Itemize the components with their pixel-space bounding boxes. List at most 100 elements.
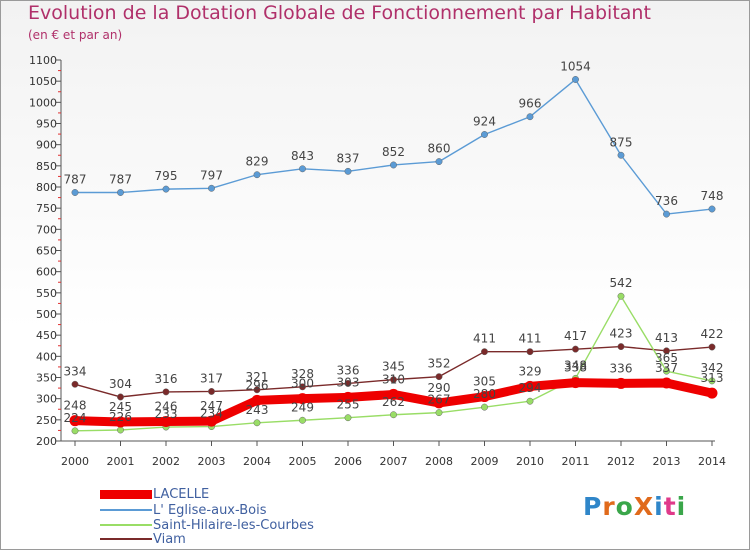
data-label: 736: [655, 194, 678, 208]
y-tick-label: 200: [36, 435, 57, 448]
legend-label-saint-hilaire: Saint-Hilaire-les-Courbes: [153, 517, 314, 533]
legend-swatch-viam: [100, 538, 152, 540]
data-point: [117, 393, 124, 401]
data-point: [253, 171, 261, 179]
data-label: 342: [701, 361, 724, 375]
data-point: [435, 158, 443, 166]
data-label: 875: [610, 135, 633, 149]
data-point: [71, 380, 79, 388]
x-tick-label: 2003: [198, 455, 226, 468]
x-tick-label: 2006: [334, 455, 362, 468]
data-label: 245: [109, 400, 132, 414]
data-point: [615, 377, 627, 389]
y-tick-label: 900: [36, 139, 57, 152]
data-point: [117, 189, 124, 196]
data-point: [160, 416, 172, 428]
logo-letter: r: [602, 492, 616, 521]
data-point: [344, 167, 352, 175]
data-point: [162, 185, 170, 193]
data-label: 1054: [560, 59, 591, 73]
data-label: 829: [246, 155, 269, 169]
x-tick-label: 2013: [653, 455, 681, 468]
data-label: 329: [519, 364, 542, 378]
x-tick-label: 2009: [471, 455, 499, 468]
data-label: 748: [701, 189, 724, 203]
data-point: [481, 131, 488, 138]
x-tick-label: 2014: [698, 455, 726, 468]
y-tick-label: 350: [36, 372, 57, 385]
data-label: 797: [200, 168, 223, 182]
data-point: [299, 383, 306, 391]
data-point: [435, 409, 443, 417]
data-point: [342, 391, 354, 403]
y-tick-label: 650: [36, 245, 57, 258]
data-label: 303: [337, 375, 360, 389]
data-point: [481, 348, 488, 356]
x-tick-label: 2008: [425, 455, 453, 468]
data-label: 304: [109, 377, 132, 391]
data-label: 310: [382, 372, 405, 386]
x-tick-label: 2001: [107, 455, 135, 468]
data-label: 411: [519, 332, 542, 346]
data-label: 413: [655, 331, 678, 345]
data-point: [253, 419, 261, 427]
data-label: 328: [291, 367, 314, 381]
data-label: 313: [701, 371, 724, 385]
data-label: 334: [64, 364, 87, 378]
data-label: 294: [519, 381, 542, 395]
logo-letter: X: [633, 492, 655, 521]
x-tick-label: 2004: [243, 455, 271, 468]
x-tick-label: 2011: [562, 455, 590, 468]
data-point: [344, 379, 352, 387]
data-label: 280: [473, 387, 496, 401]
y-tick-label: 800: [36, 181, 57, 194]
data-point: [526, 113, 534, 121]
y-tick-label: 600: [36, 266, 57, 279]
data-point: [617, 343, 625, 351]
data-point: [708, 377, 716, 385]
data-point: [708, 205, 716, 213]
data-point: [299, 165, 306, 173]
data-point: [570, 377, 581, 389]
data-label: 290: [428, 381, 451, 395]
data-point: [663, 367, 670, 375]
data-point: [71, 189, 79, 196]
data-point: [162, 388, 170, 396]
data-point: [661, 377, 672, 389]
data-point: [663, 210, 670, 218]
data-label: 924: [473, 115, 496, 129]
data-label: 249: [291, 400, 314, 414]
data-label: 422: [701, 327, 724, 341]
data-label: 262: [382, 395, 405, 409]
legend-swatch-lacelle: [100, 489, 152, 499]
data-point: [435, 373, 443, 381]
data-point: [117, 426, 124, 434]
data-label: 423: [610, 327, 633, 341]
data-point: [208, 388, 215, 395]
data-point: [299, 416, 306, 424]
data-label: 348: [564, 358, 587, 372]
data-label: 336: [337, 363, 360, 377]
data-label: 795: [155, 169, 178, 183]
data-label: 243: [246, 403, 269, 417]
data-point: [344, 414, 352, 422]
y-tick-label: 950: [36, 118, 57, 131]
data-point: [390, 376, 397, 384]
data-point: [297, 393, 308, 405]
x-tick-label: 2000: [61, 455, 89, 468]
data-label: 837: [337, 151, 360, 165]
data-label: 352: [428, 357, 451, 371]
data-label: 305: [473, 375, 496, 389]
data-label: 255: [337, 398, 360, 412]
y-tick-label: 1100: [29, 54, 57, 67]
data-point: [71, 427, 79, 435]
y-tick-label: 300: [36, 393, 57, 406]
data-label: 337: [655, 361, 678, 375]
legend-swatch-eglise-aux-bois: [100, 509, 152, 511]
data-point: [115, 416, 126, 428]
data-label: 411: [473, 332, 496, 346]
legend-label-lacelle: LACELLE: [153, 486, 210, 502]
y-tick-label: 1050: [29, 75, 57, 88]
legend-label-viam: Viam: [153, 531, 186, 547]
